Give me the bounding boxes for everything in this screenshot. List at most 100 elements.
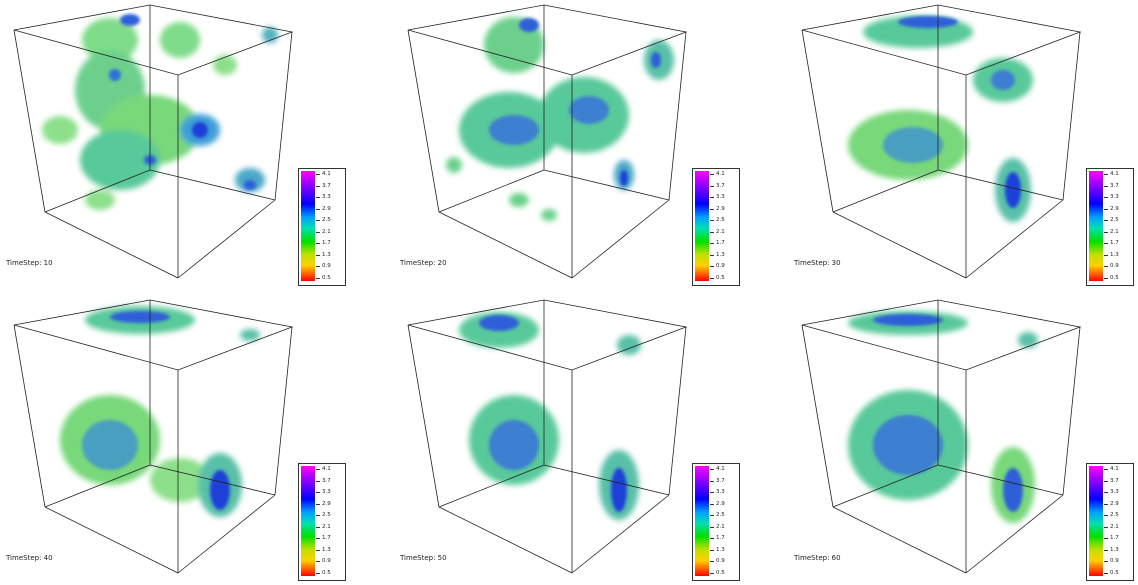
colorbar-tick <box>1104 480 1108 482</box>
colorbar-label: 0.9 <box>1110 263 1119 270</box>
volume-render-cube <box>407 4 688 279</box>
colorbar-legend: 4.1 3.7 3.3 2.9 2.5 2.1 1.7 1.3 0.9 0.5 <box>298 168 346 286</box>
colorbar-label: 0.5 <box>1110 570 1119 576</box>
colorbar-label: 2.9 <box>716 500 725 507</box>
timestep-label: TimeStep: 20 <box>400 259 447 267</box>
colorbar-tick <box>710 220 714 222</box>
colorbar-label: 1.7 <box>322 240 331 247</box>
timestep-label: TimeStep: 40 <box>6 554 53 562</box>
colorbar-label: 2.5 <box>1110 512 1119 519</box>
colorbar-label: 3.7 <box>716 477 725 484</box>
colorbar-tick <box>316 185 320 187</box>
volume-render-cube <box>801 4 1082 279</box>
colorbar-tick <box>316 480 320 482</box>
colorbar-label: 0.9 <box>716 558 725 565</box>
colorbar-tick <box>1104 254 1108 256</box>
volume-render-cube <box>801 299 1082 574</box>
colorbar-label: 3.3 <box>1110 489 1119 496</box>
colorbar-tick <box>710 231 714 233</box>
colorbar-label: 2.9 <box>1110 205 1119 212</box>
colorbar-tick <box>710 526 714 528</box>
colorbar-tick <box>1104 492 1108 494</box>
colorbar-tick <box>710 243 714 245</box>
colorbar-tick <box>710 208 714 210</box>
colorbar-label: 1.3 <box>716 251 725 258</box>
colorbar-tick <box>316 573 320 574</box>
colorbar-label: 4.1 <box>1110 466 1119 472</box>
colorbar-tick <box>316 469 320 470</box>
panel-timestep-60: TimeStep: 60 4.1 3.7 3.3 2.9 2.5 2.1 1.7 1.3 0.9… <box>788 295 1138 581</box>
blob-cores <box>883 16 1021 208</box>
panel-timestep-30: TimeStep: 30 4.1 3.7 3.3 2.9 2.5 2.1 1.7 1.3 0.9… <box>788 0 1138 286</box>
colorbar-label: 3.3 <box>322 194 331 201</box>
colorbar-label: 2.9 <box>322 500 331 507</box>
timestep-label: TimeStep: 50 <box>400 554 447 562</box>
timestep-label: TimeStep: 30 <box>794 259 841 267</box>
colorbar-tick <box>316 174 320 175</box>
blob-cores <box>82 311 230 510</box>
colorbar-label: 0.9 <box>322 558 331 565</box>
colorbar-tick <box>710 492 714 494</box>
cube-edges <box>801 299 1082 574</box>
colorbar-label: 3.7 <box>716 182 725 189</box>
colorbar-tick <box>710 254 714 256</box>
cube-edges <box>13 299 294 574</box>
colorbar-tick <box>1104 538 1108 540</box>
colorbar-tick <box>1104 278 1108 279</box>
colorbar-tick <box>316 503 320 505</box>
colorbar-tick <box>316 197 320 199</box>
colorbar-label: 3.3 <box>716 194 725 201</box>
colorbar-label: 1.3 <box>322 546 331 553</box>
colorbar-tick <box>1104 197 1108 199</box>
timestep-label: TimeStep: 60 <box>794 554 841 562</box>
panel-timestep-10: TimeStep: 10 4.1 3.7 3.3 2.9 2.5 2.1 1.7 1.3 0.9… <box>0 0 370 286</box>
colorbar-tick <box>710 278 714 279</box>
colorbar-tick <box>316 492 320 494</box>
colorbar-label: 1.7 <box>716 240 725 247</box>
colorbar-gradient <box>695 171 709 281</box>
colorbar-tick <box>316 526 320 528</box>
colorbar-label: 3.7 <box>322 477 331 484</box>
volume-render-cube <box>407 299 688 574</box>
colorbar-label: 0.5 <box>716 570 725 576</box>
colorbar-label: 1.3 <box>322 251 331 258</box>
colorbar-label: 3.7 <box>322 182 331 189</box>
colorbar-legend: 4.1 3.7 3.3 2.9 2.5 2.1 1.7 1.3 0.9 0.5 <box>1086 168 1134 286</box>
colorbar-label: 1.3 <box>716 546 725 553</box>
colorbar-label: 2.9 <box>716 205 725 212</box>
colorbar-tick <box>316 266 320 268</box>
blob-cores <box>873 314 1023 512</box>
colorbar-label: 3.3 <box>716 489 725 496</box>
colorbar-label: 2.5 <box>322 217 331 224</box>
colorbar-tick <box>1104 469 1108 470</box>
colorbar-tick <box>1104 185 1108 187</box>
colorbar-label: 2.5 <box>716 512 725 519</box>
colorbar-label: 2.1 <box>716 228 725 235</box>
colorbar-label: 2.1 <box>716 523 725 530</box>
blob-cores <box>489 18 661 186</box>
colorbar-label: 0.5 <box>716 275 725 281</box>
colorbar-tick <box>316 254 320 256</box>
colorbar-tick <box>316 538 320 540</box>
colorbar-tick <box>1104 573 1108 574</box>
colorbar-label: 3.3 <box>322 489 331 496</box>
colorbar-legend: 4.1 3.7 3.3 2.9 2.5 2.1 1.7 1.3 0.9 0.5 <box>1086 463 1134 581</box>
colorbar-tick <box>1104 526 1108 528</box>
colorbar-tick <box>316 515 320 517</box>
cube-edges <box>801 4 1082 279</box>
panel-timestep-40: TimeStep: 40 4.1 3.7 3.3 2.9 2.5 2.1 1.7 1.3 0.9… <box>0 295 370 581</box>
colorbar-label: 2.1 <box>322 523 331 530</box>
colorbar-gradient <box>1089 171 1103 281</box>
colorbar-gradient <box>301 171 315 281</box>
colorbar-label: 4.1 <box>1110 171 1119 177</box>
colorbar-tick <box>316 220 320 222</box>
colorbar-label: 1.7 <box>716 535 725 542</box>
colorbar-tick <box>710 561 714 563</box>
cube-edges <box>13 4 294 279</box>
colorbar-tick <box>710 480 714 482</box>
colorbar-tick <box>710 174 714 175</box>
colorbar-label: 4.1 <box>322 171 331 177</box>
colorbar-gradient <box>301 466 315 576</box>
colorbar-tick <box>1104 503 1108 505</box>
colorbar-tick <box>316 561 320 563</box>
